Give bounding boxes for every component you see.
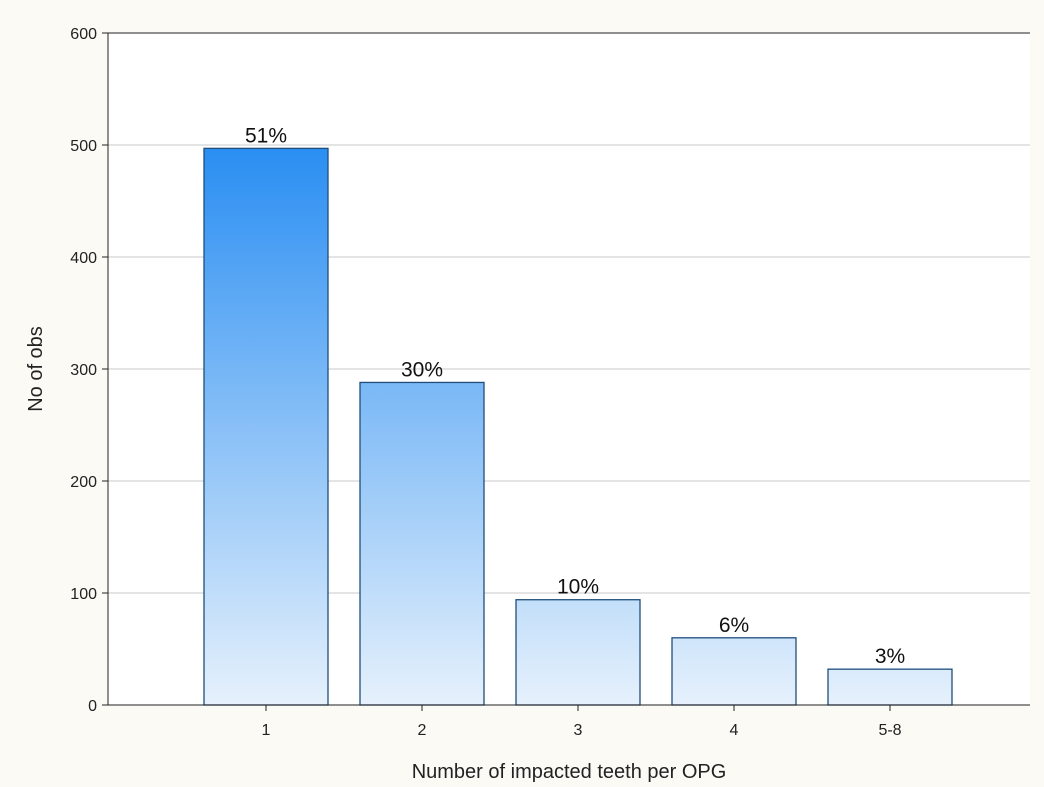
bar-2 <box>359 381 485 706</box>
data-label: 30% <box>401 358 443 381</box>
x-tick-label: 3 <box>574 722 583 739</box>
y-tick-label: 500 <box>70 138 97 155</box>
data-label: 6% <box>719 614 749 637</box>
y-tick-label: 100 <box>70 586 97 603</box>
y-tick-label: 200 <box>70 474 97 491</box>
data-labels: 51% 30% 10% 6% 3% <box>245 124 905 668</box>
bar-1 <box>203 147 329 706</box>
x-tick-label: 4 <box>730 722 739 739</box>
y-axis-title: No of obs <box>25 326 47 412</box>
x-tick-label: 1 <box>262 722 271 739</box>
bar-5-8 <box>827 668 953 706</box>
y-axis-ticks: 0 100 200 300 400 500 600 <box>70 26 108 715</box>
data-label: 3% <box>875 645 905 668</box>
x-axis-ticks: 1 2 3 4 5-8 <box>262 705 902 739</box>
bars <box>203 147 953 706</box>
y-tick-label: 300 <box>70 362 97 379</box>
x-axis-title: Number of impacted teeth per OPG <box>412 761 727 783</box>
bar-3 <box>515 599 641 706</box>
bar-4 <box>671 637 797 706</box>
x-tick-label: 2 <box>418 722 427 739</box>
data-label: 10% <box>557 576 599 599</box>
data-label: 51% <box>245 124 287 147</box>
y-tick-label: 600 <box>70 26 97 43</box>
y-tick-label: 400 <box>70 250 97 267</box>
y-tick-label: 0 <box>88 698 97 715</box>
x-tick-label: 5-8 <box>878 722 901 739</box>
